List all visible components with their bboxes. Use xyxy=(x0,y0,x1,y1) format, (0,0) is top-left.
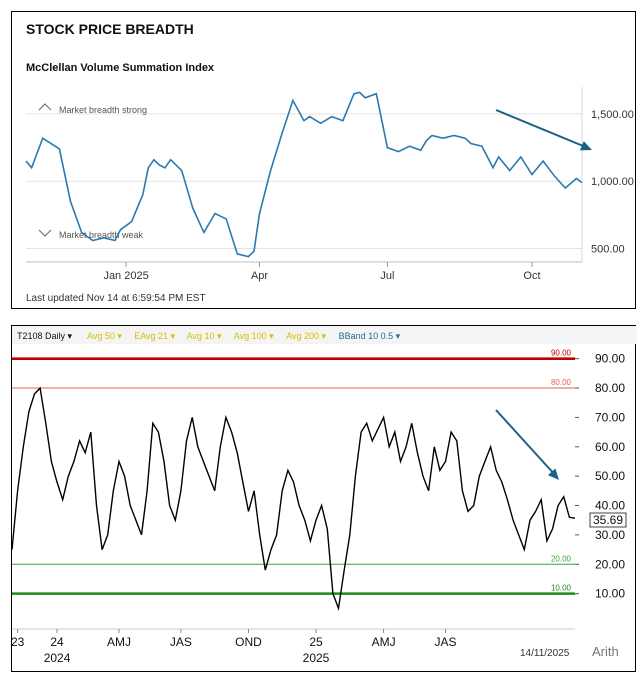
x-tick-label: AMJ xyxy=(107,635,131,649)
y-tick-label: 70.00 xyxy=(595,410,625,424)
x-tick-label: AMJ xyxy=(372,635,396,649)
y-tick-label: 1,000.00 xyxy=(591,176,634,188)
last-updated: Last updated Nov 14 at 6:59:54 PM EST xyxy=(26,293,206,304)
breadth-panel: STOCK PRICE BREADTH McClellan Volume Sum… xyxy=(11,11,636,309)
x-tick-label: JAS xyxy=(170,635,192,649)
trend-arrow xyxy=(495,109,589,149)
x-tick-label: OND xyxy=(235,635,262,649)
x-tick-label: Jul xyxy=(380,270,394,282)
date-label: 14/11/2025 xyxy=(520,648,570,659)
chart-subtitle: McClellan Volume Summation Index xyxy=(26,62,215,74)
y-tick-label: 30.00 xyxy=(595,528,625,542)
level-lines: 90.00 80.00 20.00 10.00 xyxy=(12,349,575,595)
trend-arrow-head xyxy=(547,468,559,480)
year-label: 2025 xyxy=(303,651,330,665)
indicator-menu-item[interactable]: Avg 50 ▾ xyxy=(87,331,122,341)
indicator-menu-item[interactable]: BBand 10 0.5 ▾ xyxy=(339,331,401,341)
y-tick-label: 500.00 xyxy=(591,244,625,256)
indicator-menu-item[interactable]: Avg 200 ▾ xyxy=(286,331,326,341)
header-bar xyxy=(12,326,637,344)
x-tick-label: 23 xyxy=(12,635,25,649)
chart-title: STOCK PRICE BREADTH xyxy=(26,21,194,37)
level-label: 90.00 xyxy=(551,349,572,358)
trend-arrow xyxy=(495,409,557,477)
y-tick-label: 90.00 xyxy=(595,352,625,366)
y-tick-label: 80.00 xyxy=(595,381,625,395)
scale-label[interactable]: Arith xyxy=(592,644,619,659)
last-value: 35.69 xyxy=(593,513,623,527)
annotation-weak: Market breadth weak xyxy=(59,230,144,240)
symbol-label[interactable]: T2108 Daily ▾ xyxy=(17,331,73,341)
chevron-down-icon xyxy=(38,229,52,237)
x-tick-label: Oct xyxy=(523,270,540,282)
indicator-menu-item[interactable]: Avg 10 ▾ xyxy=(187,331,222,341)
y-tick-label: 60.00 xyxy=(595,440,625,454)
x-tick-label: JAS xyxy=(435,635,457,649)
y-tick-label: 10.00 xyxy=(595,587,625,601)
annotation-strong: Market breadth strong xyxy=(59,105,147,115)
x-tick-label: 24 xyxy=(50,635,64,649)
t2108-chart: T2108 Daily ▾ Avg 50 ▾ EAvg 21 ▾ Avg 10 ▾ Av… xyxy=(12,326,637,665)
trend-arrow-head xyxy=(579,141,592,151)
summation-index-chart: STOCK PRICE BREADTH McClellan Volume Sum… xyxy=(25,21,634,304)
y-tick-label: 40.00 xyxy=(595,499,625,513)
level-label: 10.00 xyxy=(551,584,572,593)
gridlines xyxy=(26,87,583,263)
year-label: 2024 xyxy=(44,651,71,665)
y-axis: 90.00 80.00 70.00 60.00 50.00 40.00 30.00 20.00… xyxy=(575,352,625,601)
last-value-badge: 35.69 xyxy=(589,512,627,528)
t2108-panel: T2108 Daily ▾ Avg 50 ▾ EAvg 21 ▾ Avg 10 ▾ Av… xyxy=(11,325,637,672)
level-label: 20.00 xyxy=(551,554,572,563)
chart-header[interactable]: T2108 Daily ▾ Avg 50 ▾ EAvg 21 ▾ Avg 10 ▾ Av… xyxy=(12,326,637,344)
x-tick-label: Apr xyxy=(251,270,268,282)
y-tick-label: 50.00 xyxy=(595,469,625,483)
x-tick-label: Jan 2025 xyxy=(103,270,148,282)
x-axis: Jan 2025 Apr Jul Oct xyxy=(103,262,541,282)
y-tick-label: 1,500.00 xyxy=(591,109,634,121)
x-axis: 23 24 AMJ JAS OND 25 AMJ JAS 2024 2025 xyxy=(12,628,575,665)
series-line xyxy=(12,386,576,612)
indicator-menu-item[interactable]: Avg 100 ▾ xyxy=(234,331,274,341)
series-line xyxy=(25,91,583,258)
y-tick-label: 20.00 xyxy=(595,557,625,571)
x-tick-label: 25 xyxy=(309,635,323,649)
y-axis: 1,500.00 1,000.00 500.00 xyxy=(591,109,634,256)
level-label: 80.00 xyxy=(551,378,572,387)
chevron-up-icon xyxy=(38,103,52,111)
indicator-menu-item[interactable]: EAvg 21 ▾ xyxy=(134,331,175,341)
